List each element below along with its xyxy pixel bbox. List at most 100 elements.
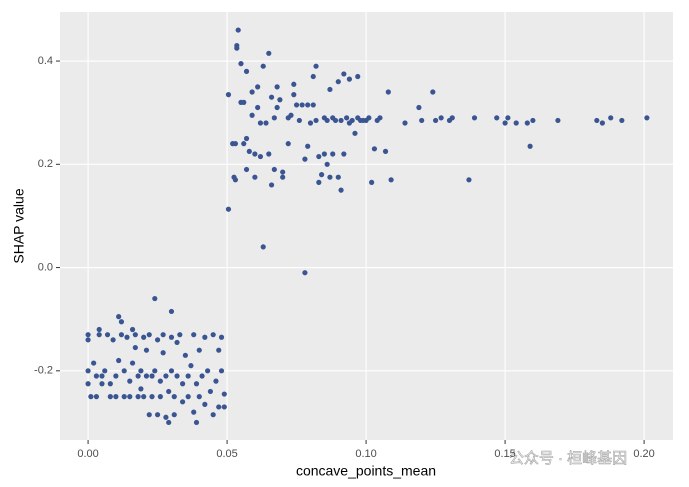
- point: [327, 86, 333, 93]
- point: [316, 179, 322, 185]
- point: [132, 332, 138, 338]
- point: [99, 373, 105, 379]
- point: [225, 206, 232, 212]
- point: [430, 89, 436, 95]
- point: [180, 399, 186, 405]
- point: [268, 94, 275, 100]
- point: [313, 63, 319, 69]
- point: [346, 76, 353, 82]
- point: [310, 73, 316, 80]
- point: [349, 117, 355, 124]
- point: [225, 92, 232, 98]
- point: [207, 388, 214, 395]
- point: [185, 394, 191, 400]
- point: [96, 326, 102, 333]
- point: [149, 373, 155, 379]
- point: [388, 177, 394, 183]
- point: [274, 84, 280, 90]
- point: [116, 357, 122, 364]
- point: [96, 332, 102, 338]
- point: [104, 332, 111, 338]
- point: [291, 92, 297, 98]
- point: [124, 334, 130, 340]
- point: [154, 337, 161, 343]
- point: [316, 153, 322, 160]
- point: [85, 332, 91, 338]
- point: [205, 368, 211, 374]
- point: [313, 117, 319, 124]
- point: [166, 419, 172, 426]
- point: [260, 63, 266, 69]
- point: [280, 169, 286, 175]
- point: [296, 117, 302, 124]
- point: [324, 161, 330, 167]
- point: [268, 182, 275, 188]
- point: [135, 373, 141, 379]
- point: [110, 337, 116, 343]
- point: [129, 360, 136, 366]
- point: [116, 314, 122, 320]
- point: [266, 50, 272, 56]
- point: [193, 419, 200, 426]
- point: [138, 386, 144, 392]
- point: [257, 153, 264, 160]
- point: [238, 61, 244, 67]
- point: [252, 174, 258, 180]
- point: [93, 394, 100, 400]
- point: [174, 339, 180, 346]
- point: [382, 148, 389, 154]
- point: [271, 115, 277, 121]
- point: [113, 394, 119, 400]
- point: [594, 117, 600, 124]
- point: [319, 172, 325, 178]
- point: [127, 394, 133, 400]
- point: [494, 115, 500, 121]
- point: [355, 73, 361, 80]
- point: [157, 378, 163, 384]
- point: [174, 373, 180, 379]
- point: [330, 151, 336, 157]
- point: [216, 404, 222, 410]
- point: [246, 148, 252, 154]
- point: [369, 179, 375, 185]
- point: [88, 394, 94, 400]
- point: [449, 115, 455, 121]
- x-tick-label: 0.20: [633, 448, 654, 460]
- point: [249, 112, 255, 118]
- point: [235, 27, 241, 33]
- point: [113, 373, 119, 379]
- point: [277, 97, 283, 103]
- point: [341, 71, 347, 77]
- point: [293, 102, 300, 108]
- point: [143, 373, 150, 379]
- point: [193, 381, 200, 387]
- point: [160, 350, 166, 356]
- point: [305, 143, 311, 149]
- point: [338, 187, 344, 193]
- point: [221, 404, 227, 410]
- y-tick-label: 0.0: [38, 261, 53, 273]
- point: [132, 344, 138, 351]
- point: [121, 394, 127, 400]
- point: [243, 166, 250, 173]
- point: [218, 334, 225, 340]
- point: [260, 244, 266, 250]
- y-tick-label: 0.4: [38, 55, 53, 67]
- point: [432, 117, 439, 124]
- point: [366, 115, 372, 121]
- point: [513, 120, 519, 126]
- point: [154, 412, 161, 418]
- point: [291, 81, 297, 87]
- point: [466, 177, 472, 183]
- point: [152, 368, 158, 374]
- point: [221, 391, 227, 397]
- point: [191, 409, 197, 415]
- point: [502, 120, 508, 126]
- point: [218, 368, 225, 374]
- point: [199, 373, 205, 379]
- point: [160, 332, 166, 338]
- point: [332, 117, 339, 124]
- point: [241, 99, 247, 105]
- point: [321, 151, 327, 157]
